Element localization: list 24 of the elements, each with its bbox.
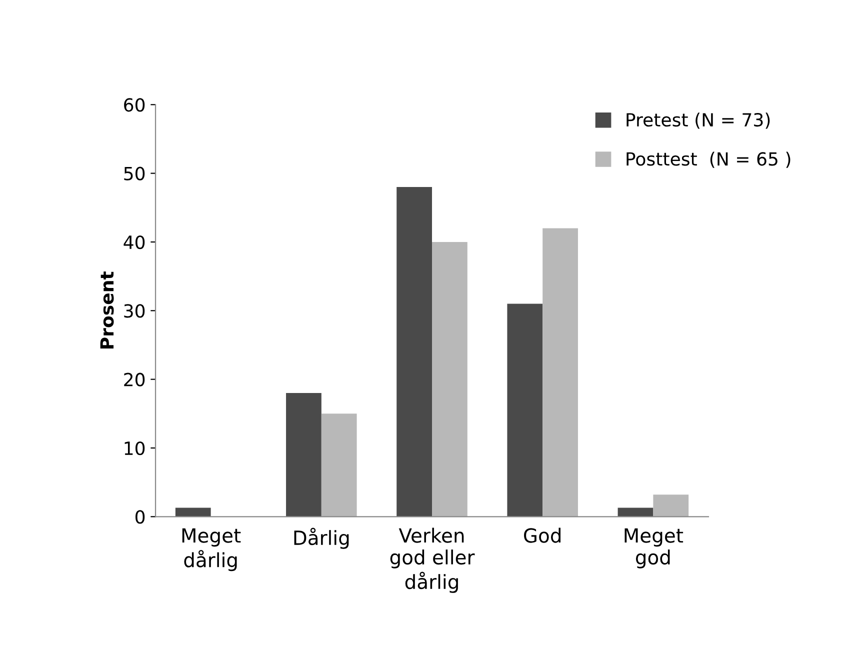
y-tick-label: 50	[124, 166, 145, 180]
bar	[396, 187, 432, 517]
y-tick-label: 40	[124, 235, 145, 250]
bar	[175, 508, 211, 517]
y-axis-title: Prosent	[100, 272, 114, 348]
bar	[618, 508, 654, 517]
x-tick-label: God	[524, 528, 560, 543]
y-tick-label: 30	[124, 304, 145, 318]
bar	[432, 242, 468, 517]
x-tick-label: Dårlig	[294, 528, 349, 549]
y-tick-label: 10	[124, 441, 145, 456]
bar	[542, 228, 578, 517]
y-tick-label: 20	[124, 372, 145, 386]
bar	[321, 414, 357, 517]
legend-label: Pretest (N = 73)	[626, 112, 770, 129]
x-tick-label: Verken god eller dårlig	[390, 528, 475, 593]
bar	[507, 304, 543, 517]
bar	[653, 494, 689, 517]
bar	[286, 393, 322, 517]
legend-label: Posttest (N = 65 )	[626, 152, 790, 168]
y-tick-label: 60	[124, 98, 145, 112]
x-tick-label: Meget dårlig	[182, 528, 241, 572]
x-tick-label: Meget god	[624, 528, 684, 568]
y-tick-label: 0	[136, 510, 145, 524]
